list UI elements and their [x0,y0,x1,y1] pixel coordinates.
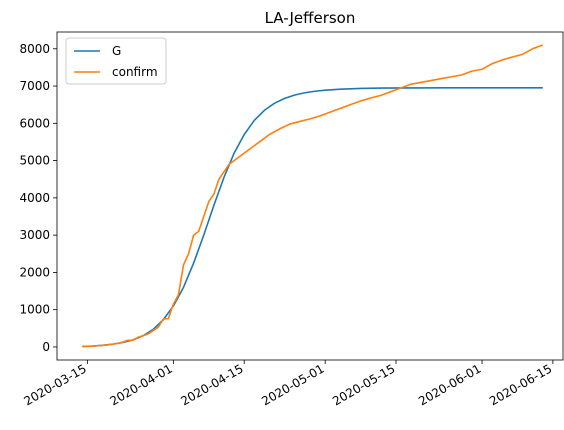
y-tick-label: 4000 [19,191,50,205]
series-line-confirm [82,44,544,348]
series-layer [82,44,544,348]
y-tick-label: 7000 [19,79,50,93]
y-tick-label: 1000 [19,303,50,317]
chart-title: LA-Jefferson [265,9,356,27]
legend-label-confirm: confirm [112,65,158,79]
x-tick-label: 2020-03-15 [21,361,88,408]
y-tick-label: 0 [42,340,50,354]
y-tick-label: 6000 [19,116,50,130]
plot-frame [56,31,564,361]
plot-area [57,32,563,360]
x-tick-label: 2020-05-01 [259,361,326,408]
x-tick-label: 2020-04-01 [107,361,174,408]
y-tick-label: 8000 [19,42,50,56]
y-tick-label: 3000 [19,228,50,242]
x-tick-label: 2020-06-01 [416,361,483,408]
y-tick-label: 5000 [19,154,50,168]
x-tick-label: 2020-05-15 [330,361,397,408]
y-tick-label: 2000 [19,265,50,279]
legend-label-G: G [112,44,121,58]
x-tick-label: 2020-04-15 [178,361,245,408]
x-tick-label: 2020-06-15 [487,361,554,408]
